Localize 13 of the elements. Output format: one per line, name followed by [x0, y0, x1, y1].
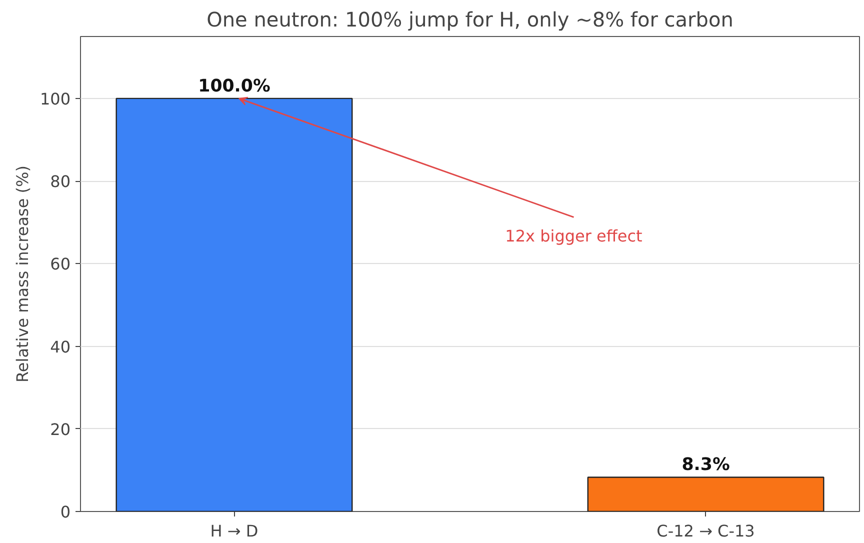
data-label: 100.0% — [198, 76, 270, 96]
y-tick-label: 40 — [50, 337, 70, 356]
y-tick-label: 0 — [60, 502, 71, 522]
x-tick-label: H → D — [210, 522, 258, 540]
y-axis-title: Relative mass increase (%) — [12, 166, 32, 382]
y-tick-label: 60 — [50, 254, 70, 274]
y-tick-label: 100 — [40, 89, 71, 108]
annotation: 12x bigger effect — [505, 226, 642, 246]
y-tick-label: 80 — [50, 172, 70, 192]
data-label: 8.3% — [682, 455, 730, 476]
y-tick-label: 20 — [50, 420, 70, 439]
chart-title: One neutron: 100% jump for H, only ~8% for carbon — [206, 8, 734, 32]
x-tick-label: C-12 → C-13 — [656, 522, 755, 540]
